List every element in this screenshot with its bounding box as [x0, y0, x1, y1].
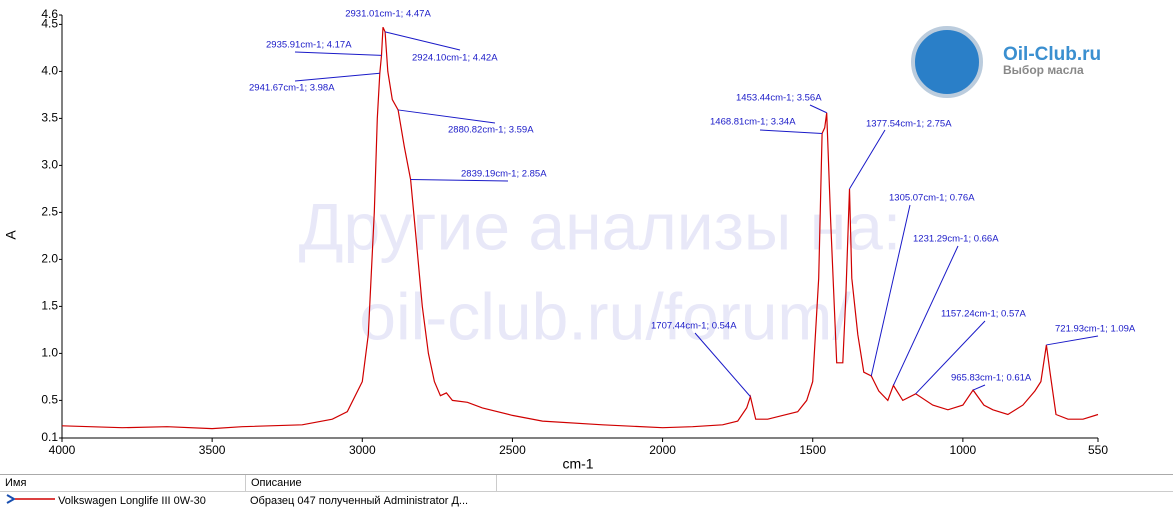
annotation-leader [694, 332, 751, 397]
legend-entry: Volkswagen Longlife III 0W-30 [58, 495, 206, 507]
y-tick-label: 0.1 [41, 430, 58, 444]
y-tick-label: 3.5 [41, 111, 58, 125]
watermark: Другие анализы на: [299, 189, 901, 263]
header-cell[interactable]: Описание [246, 475, 497, 491]
annotation-leader [915, 320, 986, 395]
annotation: 1305.07cm-1; 0.76A [889, 193, 975, 204]
annotation: 965.83cm-1; 0.61A [951, 373, 1032, 384]
chart: Другие анализы на: oil-club.ru/forum/ Oi… [3, 7, 1136, 472]
y-tick-label: 3.0 [41, 158, 58, 172]
y-tick-label: 2.0 [41, 252, 58, 266]
annotation-leader [398, 109, 496, 124]
header-cell[interactable]: Имя [0, 475, 246, 491]
annotation: 1377.54cm-1; 2.75A [866, 119, 952, 130]
annotation-leader [294, 72, 380, 82]
annotation-leader [294, 51, 382, 56]
x-tick-label: 550 [1088, 443, 1108, 457]
row-cell: Образец 047 полученный Administrator Д..… [250, 495, 469, 507]
x-tick-label: 2500 [499, 443, 526, 457]
annotation-leader [1046, 335, 1099, 346]
y-tick-label: 1.5 [41, 299, 58, 313]
logo-title: Oil-Club.ru [1003, 44, 1101, 65]
annotation: 1231.29cm-1; 0.66A [913, 234, 999, 245]
y-tick-label: 0.5 [41, 393, 58, 407]
table-header: Имя Описание [0, 475, 1173, 492]
annotation: 2880.82cm-1; 3.59A [448, 125, 534, 136]
annotation: 2935.91cm-1; 4.17A [266, 40, 352, 51]
table: Имя Описание Volkswagen Longlife III 0W-… [0, 474, 1173, 510]
series-swatch [6, 494, 55, 504]
annotation: 1468.81cm-1; 3.34A [710, 117, 796, 128]
annotation: 2941.67cm-1; 3.98A [249, 83, 335, 94]
x-tick-label: 3500 [199, 443, 226, 457]
annotation-leader [849, 129, 886, 190]
annotation-leader [384, 31, 461, 51]
annotation-leader [972, 384, 986, 391]
x-tick-label: 1000 [950, 443, 977, 457]
annotation-leader [759, 129, 823, 134]
annotation-leader [410, 179, 509, 182]
y-tick-label: 4.5 [41, 17, 58, 31]
y-tick-label: 4.6 [41, 7, 58, 21]
y-tick-label: 4.0 [41, 64, 58, 78]
x-tick-label: 3000 [349, 443, 376, 457]
watermark: oil-club.ru/forum/ [359, 279, 851, 353]
y-tick-label: 2.5 [41, 205, 58, 219]
annotation-leader [809, 104, 827, 114]
annotation: 721.93cm-1; 1.09A [1055, 324, 1136, 335]
x-tick-label: 2000 [649, 443, 676, 457]
x-axis-label: cm-1 [562, 456, 593, 472]
annotation: 2931.01cm-1; 4.47A [345, 9, 431, 20]
y-axis-label: A [3, 230, 19, 240]
annotation: 1453.44cm-1; 3.56A [736, 93, 822, 104]
annotation: 1157.24cm-1; 0.57A [941, 309, 1027, 320]
row-cell: Volkswagen Longlife III 0W-30 [0, 492, 245, 510]
annotation: 2839.19cm-1; 2.85A [461, 169, 547, 180]
table-row[interactable]: Volkswagen Longlife III 0W-30 Образец 04… [0, 492, 1173, 510]
annotation-leader [870, 204, 911, 377]
annotation-leader [892, 245, 959, 386]
logo-icon [911, 26, 983, 98]
y-tick-label: 1.0 [41, 346, 58, 360]
annotation: 2924.10cm-1; 4.42A [412, 53, 498, 64]
x-tick-label: 1500 [799, 443, 826, 457]
logo-subtitle: Выбор масла [1003, 63, 1084, 77]
x-tick-label: 4000 [49, 443, 76, 457]
annotation: 1707.44cm-1; 0.54A [651, 321, 737, 332]
